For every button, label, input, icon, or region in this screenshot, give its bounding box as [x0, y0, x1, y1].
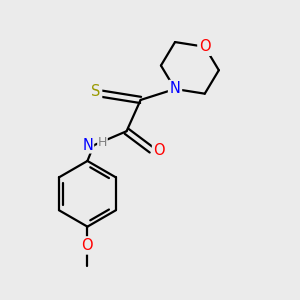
Text: O: O [154, 142, 165, 158]
Text: N: N [169, 82, 181, 97]
Text: O: O [199, 39, 211, 54]
Text: H: H [98, 136, 107, 149]
Text: S: S [91, 84, 101, 99]
Text: O: O [82, 238, 93, 253]
Text: N: N [82, 138, 94, 153]
